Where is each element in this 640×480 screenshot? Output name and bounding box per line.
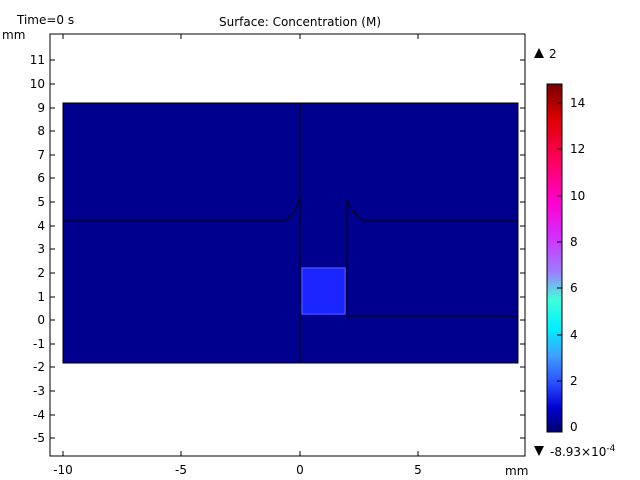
y-tick-label: 0 — [37, 313, 45, 327]
colorbar-max-label: 2 — [549, 47, 557, 61]
y-tick-label: 1 — [37, 290, 45, 304]
y-tick-label: 10 — [30, 77, 45, 91]
y-tick-label: 7 — [37, 148, 45, 162]
x-axis-unit: mm — [505, 464, 528, 478]
x-tick-label: 0 — [296, 463, 304, 477]
y-tick-label: 4 — [37, 219, 45, 233]
y-tick-label: -5 — [33, 431, 45, 445]
y-tick-label: 5 — [37, 195, 45, 209]
y-tick-label: -3 — [33, 384, 45, 398]
y-tick-label: -1 — [33, 337, 45, 351]
y-tick-label: 9 — [37, 101, 45, 115]
concentration-region[interactable] — [301, 267, 346, 315]
x-tick-label: 5 — [414, 463, 422, 477]
time-label: Time=0 s — [16, 13, 74, 27]
y-tick-label: 8 — [37, 124, 45, 138]
plot-title: Surface: Concentration (M) — [219, 15, 381, 29]
colorbar-gradient — [546, 83, 563, 433]
colorbar-min-label: -8.93×10-4 — [550, 444, 616, 459]
triangle-down-icon — [534, 446, 544, 456]
triangle-up-icon — [534, 48, 544, 58]
x-tick-label: -5 — [175, 463, 187, 477]
y-axis: 11 10 9 8 7 6 5 4 3 2 1 0 -1 -2 -3 -4 -5 — [30, 53, 525, 445]
colorbar-tick-label: 4 — [570, 328, 578, 342]
x-axis: -10 -5 0 5 mm — [53, 34, 528, 478]
colorbar-tick-label: 12 — [570, 142, 585, 156]
y-tick-label: 2 — [37, 266, 45, 280]
colorbar-tick-label: 2 — [570, 374, 578, 388]
y-tick-label: 6 — [37, 171, 45, 185]
colorbar-tick-label: 6 — [570, 281, 578, 295]
colorbar-tick-label: 14 — [570, 96, 585, 110]
colorbar: 14 12 10 8 6 4 2 0 2 -8.93×10-4 — [534, 47, 616, 459]
colorbar-min-exponent: -4 — [606, 444, 615, 454]
domain-surface[interactable] — [62, 102, 519, 364]
plot-area[interactable] — [49, 33, 526, 457]
y-axis-unit: mm — [2, 28, 25, 42]
y-tick-label: 11 — [30, 53, 45, 67]
colorbar-min-mantissa: -8.93×10 — [550, 445, 606, 459]
domain-boundaries — [63, 103, 518, 363]
boundary-curve-left — [284, 194, 301, 222]
y-tick-label: -4 — [33, 408, 45, 422]
y-tick-label: -2 — [33, 360, 45, 374]
boundary-curve-right — [346, 198, 366, 222]
colorbar-tick-label: 0 — [570, 420, 578, 434]
colorbar-tick-label: 10 — [570, 189, 585, 203]
y-tick-label: 3 — [37, 242, 45, 256]
colorbar-tick-label: 8 — [570, 235, 578, 249]
x-tick-label: -10 — [53, 463, 73, 477]
